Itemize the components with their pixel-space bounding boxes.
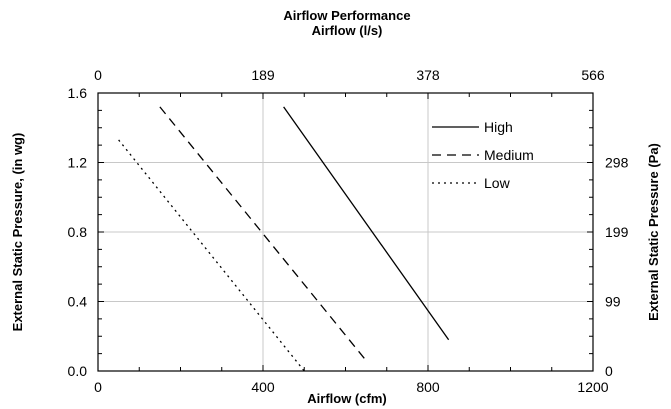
top-tick-label: 0: [94, 67, 102, 83]
series-layer: [118, 106, 450, 372]
y-tick-label: 1.2: [68, 155, 88, 171]
right-tick-label: 199: [605, 224, 629, 240]
right-tick-label: 0: [605, 363, 613, 379]
top-tick-label: 189: [251, 67, 275, 83]
legend: High Medium Low: [432, 119, 534, 191]
y-tick-label: 0.0: [68, 363, 88, 379]
x-tick-label: 0: [94, 379, 102, 395]
legend-label-low: Low: [484, 175, 511, 191]
y-tick-label: 0.4: [68, 294, 88, 310]
top-tick-label: 378: [416, 67, 440, 83]
right-tick-label: 298: [605, 155, 629, 171]
x-tick-label: 800: [416, 379, 440, 395]
chart-title: Airflow Performance: [283, 8, 410, 23]
grid-layer: [98, 93, 593, 371]
x-axis-label: Airflow (cfm): [307, 391, 386, 406]
series-line-medium: [159, 106, 367, 361]
y-tick-label: 0.8: [68, 224, 88, 240]
right-tick-label: 99: [605, 294, 621, 310]
series-line-high: [283, 106, 450, 341]
y-tick-label: 1.6: [68, 85, 88, 101]
legend-label-medium: Medium: [484, 147, 534, 163]
right-axis-label: External Static Pressure (Pa): [646, 143, 661, 321]
y-axis-label: External Static Pressure, (in wg): [10, 133, 25, 332]
top-axis-label: Airflow (l/s): [312, 23, 383, 38]
top-tick-label: 566: [581, 67, 605, 83]
legend-label-high: High: [484, 119, 513, 135]
series-line-low: [118, 139, 305, 372]
x-tick-label: 400: [251, 379, 275, 395]
x-tick-label: 1200: [577, 379, 608, 395]
